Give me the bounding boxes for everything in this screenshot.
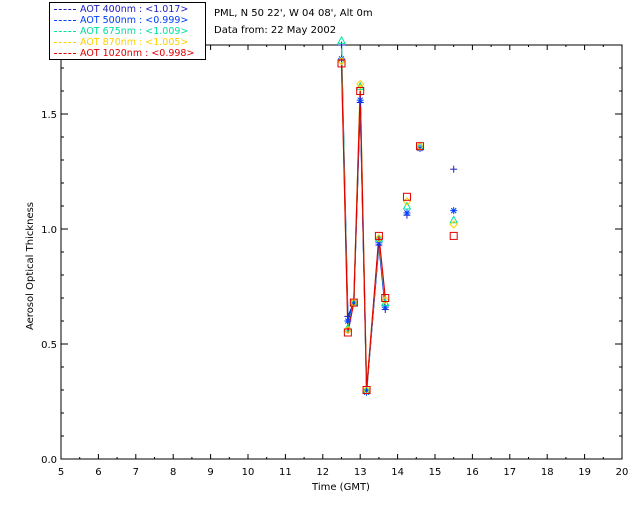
series-lines xyxy=(340,44,386,393)
x-tick-label: 18 xyxy=(541,467,554,478)
data-point xyxy=(337,59,346,68)
x-tick-label: 5 xyxy=(58,467,64,478)
x-tick-label: 17 xyxy=(503,467,516,478)
data-point xyxy=(450,165,458,173)
x-tick-label: 20 xyxy=(616,467,629,478)
data-point xyxy=(338,41,345,49)
legend-label: AOT 1020nm : <0.998> xyxy=(80,48,195,59)
data-point xyxy=(349,298,358,307)
legend-swatch xyxy=(54,9,76,10)
data-point xyxy=(381,294,390,302)
data-point xyxy=(416,142,425,151)
data-point xyxy=(402,201,412,210)
date-text: Data from: 22 May 2002 xyxy=(214,25,337,36)
y-axis-ticks: 0.0 0.5 1.0 1.5 xyxy=(41,67,622,466)
data-point xyxy=(374,233,384,243)
data-point xyxy=(362,386,371,394)
data-point xyxy=(356,96,364,104)
y-tick-label: 1.5 xyxy=(41,110,57,121)
legend-label: AOT 675nm : <1.009> xyxy=(80,26,189,37)
legend-swatch xyxy=(54,31,76,32)
x-tick-label: 13 xyxy=(354,467,367,478)
legend-entry: AOT 1020nm : <0.998> xyxy=(52,48,205,59)
data-point xyxy=(402,197,412,206)
x-tick-label: 9 xyxy=(207,467,213,478)
data-point xyxy=(338,55,345,63)
legend-entry: AOT 870nm : <1.005> xyxy=(52,37,205,48)
legend-label: AOT 870nm : <1.005> xyxy=(80,37,189,48)
data-point xyxy=(449,215,459,224)
x-tick-label: 15 xyxy=(429,467,442,478)
legend-entry: AOT 500nm : <0.999> xyxy=(52,15,205,26)
legend-swatch xyxy=(54,20,76,21)
x-tick-label: 6 xyxy=(95,467,101,478)
data-point xyxy=(403,209,411,217)
legend: AOT 400nm : <1.017> AOT 500nm : <0.999> AO… xyxy=(49,2,206,60)
data-point xyxy=(449,231,458,240)
x-tick-label: 19 xyxy=(578,467,591,478)
legend-swatch xyxy=(54,42,76,43)
y-tick-label: 0.5 xyxy=(41,340,57,351)
data-point xyxy=(381,303,389,311)
plot-frame xyxy=(60,44,623,460)
data-point xyxy=(381,296,390,305)
x-tick-label: 16 xyxy=(466,467,479,478)
x-tick-label: 8 xyxy=(170,467,176,478)
data-point xyxy=(450,207,458,215)
legend-label: AOT 500nm : <0.999> xyxy=(80,15,189,26)
legend-label: AOT 400nm : <1.017> xyxy=(80,4,189,15)
data-point xyxy=(374,231,383,240)
data-point xyxy=(402,192,411,201)
data-point xyxy=(416,145,424,152)
data-point xyxy=(337,35,346,44)
legend-entry: AOT 675nm : <1.009> xyxy=(52,26,205,37)
location-text: PML, N 50 22', W 04 08', Alt 0m xyxy=(214,8,373,19)
series-markers xyxy=(337,35,459,396)
data-point xyxy=(375,239,383,247)
legend-entry: AOT 400nm : <1.017> xyxy=(52,4,205,15)
x-tick-label: 14 xyxy=(391,467,404,478)
y-axis-label: Aerosol Optical Thickness xyxy=(25,202,36,330)
data-point xyxy=(343,323,353,332)
legend-swatch xyxy=(54,53,76,54)
x-axis-ticks: 5 6 7 8 9 10 11 12 13 14 15 16 17 18 19 20 xyxy=(58,45,629,478)
series-line xyxy=(340,63,386,391)
x-tick-label: 12 xyxy=(316,467,329,478)
data-point xyxy=(344,317,352,325)
x-axis-label: Time (GMT) xyxy=(311,482,370,493)
x-tick-label: 7 xyxy=(133,467,139,478)
data-point xyxy=(343,328,352,337)
data-point xyxy=(356,87,365,95)
x-tick-label: 11 xyxy=(279,467,292,478)
data-point xyxy=(449,220,458,229)
y-tick-label: 1.0 xyxy=(41,225,57,236)
x-tick-label: 10 xyxy=(242,467,255,478)
y-tick-label: 0.0 xyxy=(41,455,57,466)
data-point xyxy=(363,388,371,396)
